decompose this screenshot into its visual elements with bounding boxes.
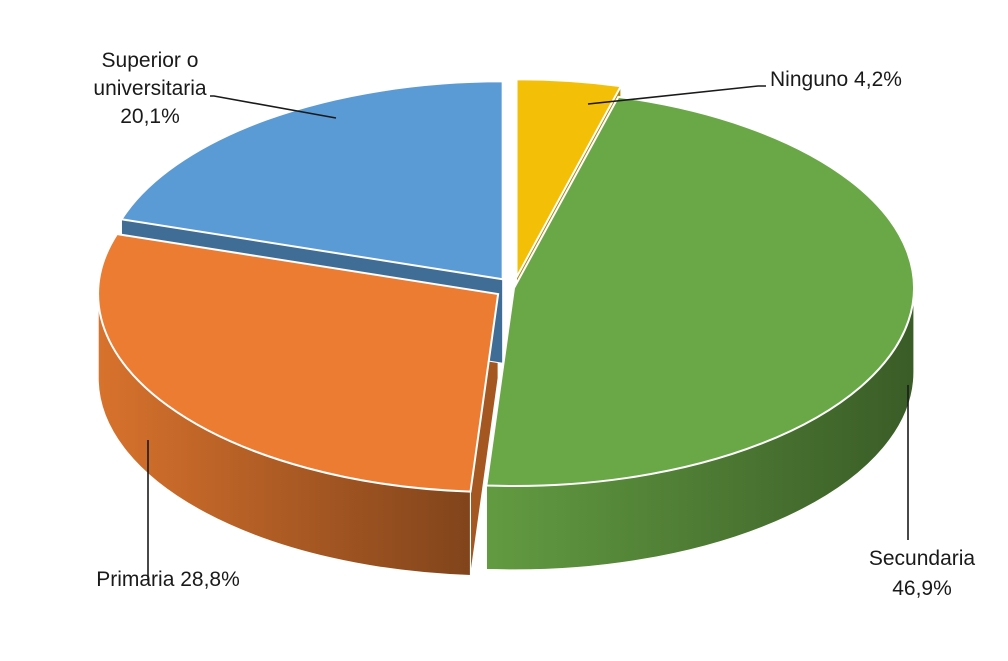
data-label-superior-o-universitaria: Superior o universitaria 20,1% xyxy=(93,49,207,128)
pie-top-layer xyxy=(97,78,915,493)
data-label-secundaria: Secundaria 46,9% xyxy=(869,547,976,600)
slice-primaria xyxy=(97,232,500,493)
leader-line-ninguno xyxy=(587,85,766,105)
slice-ninguno xyxy=(515,78,623,278)
data-label-primaria: Primaria 28,8% xyxy=(96,568,240,591)
slice-superior-o-universitaria xyxy=(119,80,504,281)
slice-secundaria xyxy=(485,95,915,487)
data-label-ninguno: Ninguno 4,2% xyxy=(770,68,902,91)
pie-labels-layer: Ninguno 4,2% Secundaria 46,9% Primaria 28,8… xyxy=(93,49,975,600)
leader-line-superior-o-universitaria xyxy=(210,95,337,119)
